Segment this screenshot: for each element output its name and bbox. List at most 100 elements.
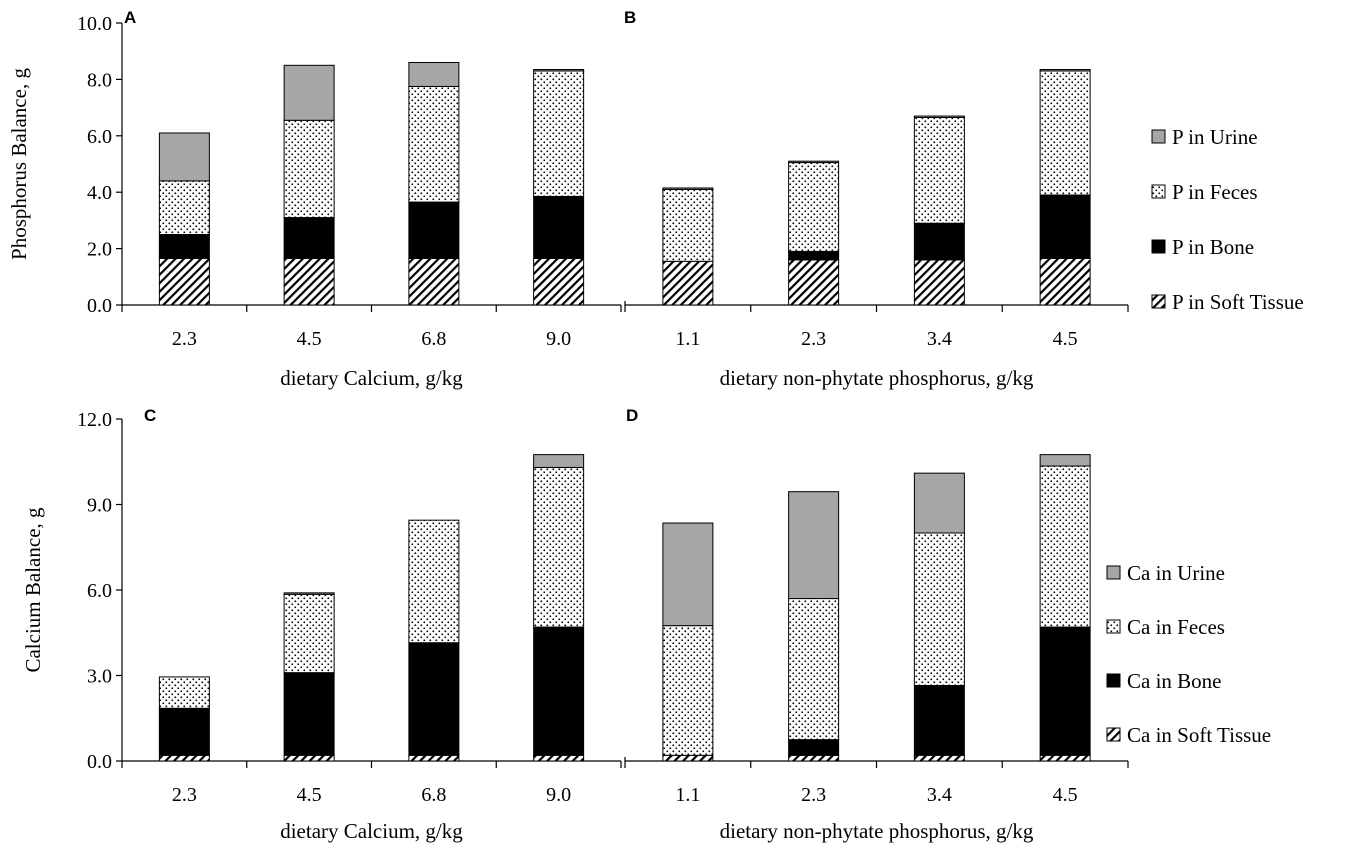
bar-segment-feces [408,85,460,203]
x-tick-label: 3.4 [927,328,952,350]
bar-segment-urine [788,160,840,164]
bar-segment-feces [533,70,585,197]
bar-segment-soft-tissue [913,754,965,762]
bar-segment-urine [283,592,335,595]
x-axis-label: dietary non-phytate phosphorus, g/kg [720,366,1034,390]
legend-label: P in Urine [1172,125,1258,149]
bar-segment-feces [408,519,460,644]
legend-swatch [1151,294,1166,309]
bar-segment-bone [788,739,840,756]
x-tick-label: 2.3 [172,784,197,806]
legend-label: P in Bone [1172,235,1254,259]
y-tick-label: 6.0 [87,126,112,148]
y-tick-label: 12.0 [77,409,112,431]
bar-segment-feces [533,466,585,628]
bar-segment-bone [158,234,210,259]
bar-segment-feces [662,188,714,262]
y-tick-label: 0.0 [87,751,112,773]
panel-letter: C [144,406,156,425]
bar-segment-feces [158,676,210,709]
bar-segment-urine [662,187,714,190]
x-tick-label: 9.0 [546,328,571,350]
y-tick-label: 4.0 [87,182,112,204]
bar-segment-urine [662,522,714,627]
x-tick-label: 2.3 [801,784,826,806]
panel-letter: D [626,406,638,425]
bar-segment-soft-tissue [533,754,585,762]
legend-swatch [1106,727,1121,742]
bar-segment-urine [788,491,840,600]
x-tick-label: 1.1 [675,784,700,806]
x-tick-label: 1.1 [675,328,700,350]
legend-label: Ca in Feces [1127,615,1225,639]
legend-label: P in Feces [1172,180,1258,204]
panel-letter: A [124,8,136,27]
bar-segment-urine [158,132,210,182]
bar-segment-bone [913,684,965,756]
bar-segment-bone [283,672,335,756]
bar-segment-soft-tissue [788,259,840,306]
legend-swatch [1151,239,1166,254]
x-tick-label: 3.4 [927,784,952,806]
legend-swatch [1151,184,1166,199]
bar-segment-soft-tissue [1039,257,1091,306]
legend-swatch [1151,129,1166,144]
bar-segment-feces [662,625,714,756]
x-axis-label: dietary non-phytate phosphorus, g/kg [720,819,1034,843]
x-axis-label: dietary Calcium, g/kg [280,366,463,390]
x-tick-label: 6.8 [421,328,446,350]
bar-segment-feces [788,598,840,741]
legend-swatch [1106,673,1121,688]
legend-label: P in Soft Tissue [1172,290,1304,314]
x-axis-label: dietary Calcium, g/kg [280,819,463,843]
y-tick-label: 9.0 [87,495,112,517]
bar-segment-urine [533,69,585,72]
bar-segment-soft-tissue [662,754,714,762]
x-tick-label: 2.3 [801,328,826,350]
bar-segment-feces [283,119,335,219]
bar-segment-bone [533,195,585,259]
x-tick-label: 4.5 [297,784,322,806]
legend-label: Ca in Soft Tissue [1127,723,1271,747]
legend-swatch [1106,619,1121,634]
panel-letter: B [624,8,636,27]
y-tick-label: 10.0 [77,13,112,35]
bar-segment-bone [408,201,460,259]
bar-segment-soft-tissue [533,257,585,306]
x-tick-label: 6.8 [421,784,446,806]
x-tick-label: 4.5 [1053,328,1078,350]
bar-segment-soft-tissue [283,257,335,306]
bar-segment-feces [158,180,210,235]
y-tick-label: 8.0 [87,69,112,91]
bar-segment-bone [158,707,210,756]
bar-segment-bone [913,222,965,261]
bar-segment-bone [533,626,585,756]
bar-segment-feces [913,532,965,686]
legend-label: Ca in Bone [1127,669,1222,693]
bar-segment-urine [1039,69,1091,72]
bar-segment-soft-tissue [283,754,335,762]
bar-segment-bone [1039,626,1091,756]
bar-segment-feces [1039,465,1091,628]
y-tick-label: 0.0 [87,295,112,317]
bar-segment-bone [1039,194,1091,259]
bar-segment-feces [283,593,335,674]
bar-segment-urine [913,115,965,118]
bar-segment-soft-tissue [158,754,210,762]
bar-segment-soft-tissue [158,257,210,306]
bar-segment-urine [283,64,335,121]
y-tick-label: 2.0 [87,239,112,261]
bar-segment-soft-tissue [1039,754,1091,762]
bar-segment-urine [913,472,965,534]
y-tick-label: 6.0 [87,580,112,602]
bar-segment-urine [533,454,585,468]
bar-segment-bone [283,217,335,259]
bar-segment-bone [408,642,460,756]
bar-segment-urine [408,61,460,87]
bar-segment-feces [913,116,965,224]
y-axis-label: Phosphorus Balance, g [7,68,31,260]
bar-segment-urine [1039,454,1091,467]
bar-segment-soft-tissue [662,260,714,306]
x-tick-label: 9.0 [546,784,571,806]
